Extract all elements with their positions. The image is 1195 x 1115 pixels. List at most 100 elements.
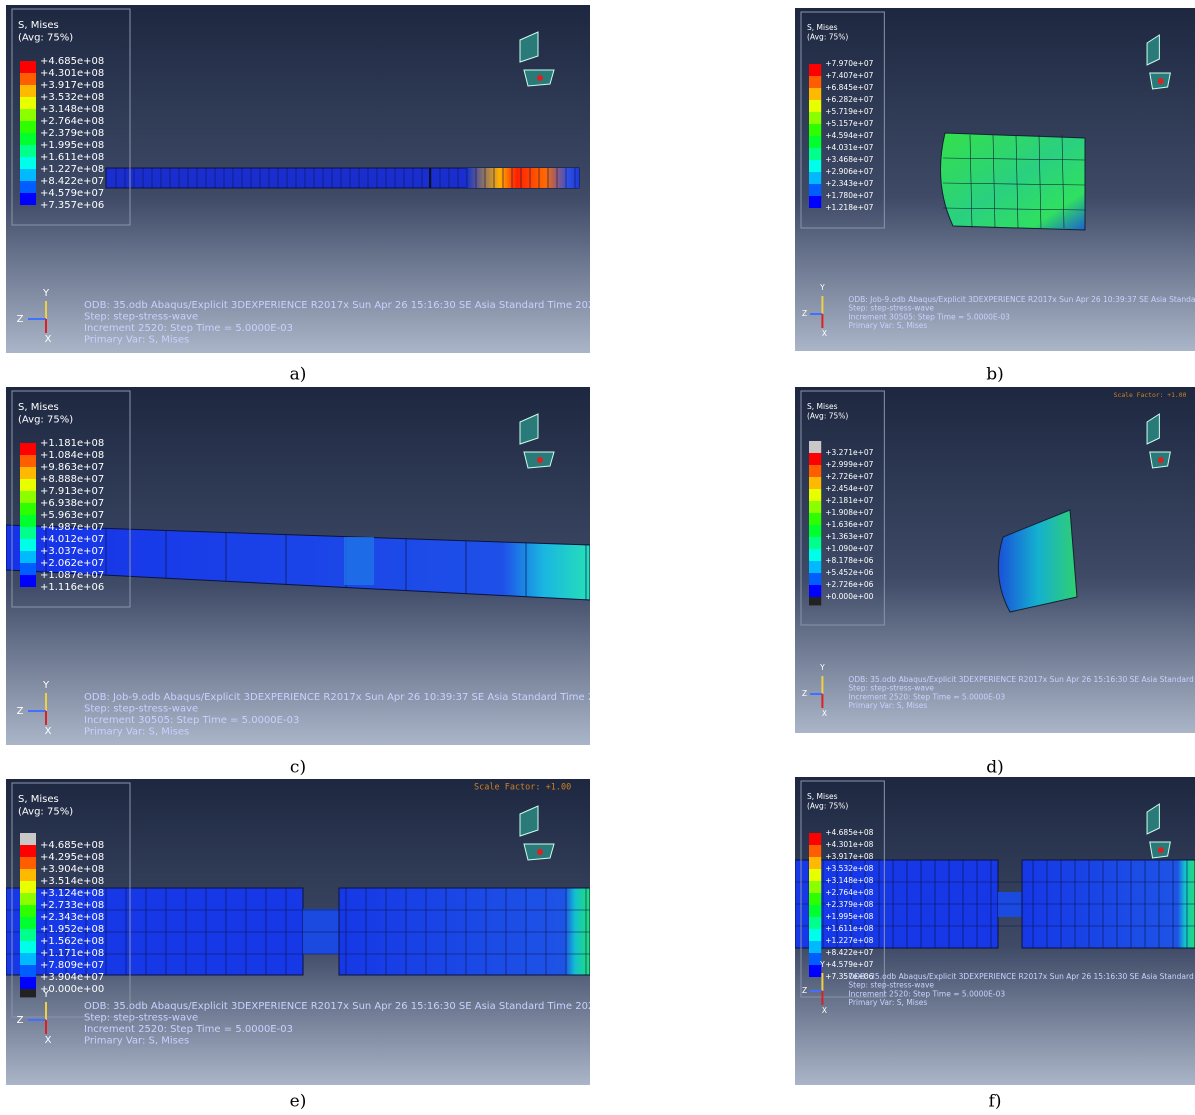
legend-value: +8.178e+06 [825,556,873,565]
legend-swatch [809,537,821,549]
legend-value: +2.999e+07 [825,460,873,469]
legend-title: S, Mises [807,23,838,32]
legend-swatch [809,573,821,585]
triad-x-label: X [822,329,827,338]
legend-avg: (Avg: 75%) [18,415,73,426]
legend-value: +2.181e+07 [825,496,873,505]
legend-value: +1.611e+08 [825,924,873,933]
legend-swatch [20,941,36,953]
legend-swatch [809,489,821,501]
legend-value: +1.181e+08 [40,438,104,449]
legend-value: +4.685e+08 [40,56,104,67]
info-line: Step: step-stress-wave [84,1013,198,1024]
info-line: Primary Var: S, Mises [848,998,927,1007]
legend-value: +0.000e+00 [40,984,104,995]
triad-z-label: Z [802,986,807,995]
legend-value: +1.952e+08 [40,924,104,935]
legend-swatch [809,501,821,513]
legend-value: +8.422e+07 [40,176,104,187]
panel-label: f) [989,1092,1002,1112]
triad-y-label: Y [42,680,50,691]
legend-swatch [20,61,36,73]
orientation-point [1158,78,1164,84]
legend-value: +7.357e+06 [40,200,104,211]
viewport-panel: S, Mises(Avg: 75%)+1.181e+08+1.084e+08+9… [6,387,613,745]
legend-value: +3.532e+08 [40,92,104,103]
viewport-panel: S, Mises(Avg: 75%)+4.685e+08+4.301e+08+3… [6,5,601,353]
legend-value: +5.157e+07 [825,119,873,128]
legend-swatch [20,145,36,157]
info-line: ODB: 35.odb Abaqus/Explicit 3DEXPERIENCE… [84,300,601,311]
legend-swatch [20,479,36,491]
legend-value: +1.171e+08 [40,948,104,959]
legend-avg: (Avg: 75%) [807,32,848,41]
legend-value: +2.726e+07 [825,472,873,481]
triad-y-label: Y [819,960,825,969]
legend-avg: (Avg: 75%) [18,33,73,44]
legend-value: +2.343e+08 [40,912,104,923]
orientation-point [1158,457,1164,463]
legend-avg: (Avg: 75%) [807,411,848,420]
legend-swatch [809,893,821,905]
info-line: Increment 2520: Step Time = 5.0000E-03 [84,1024,293,1035]
legend-value: +3.917e+08 [40,80,104,91]
legend-swatch [20,551,36,563]
legend-swatch [20,905,36,917]
legend-value: +2.454e+07 [825,484,873,493]
legend-value: +8.422e+07 [825,948,873,957]
panel-label: a) [290,365,307,385]
legend-swatch [809,196,821,208]
info-line: Primary Var: S, Mises [848,321,927,330]
legend-swatch [809,100,821,112]
legend-swatch [20,893,36,905]
legend-swatch [809,64,821,76]
triad-y-label: Y [42,989,50,1000]
legend-swatch [809,561,821,573]
legend-value: +2.062e+07 [40,558,104,569]
panel-label: d) [986,758,1004,778]
legend-value: +3.148e+08 [825,876,873,885]
legend-value: +2.906e+07 [825,167,873,176]
viewport-panel: S, Mises(Avg: 75%)+3.271e+07+2.999e+07+2… [795,387,1195,733]
triad-x-label: X [822,709,827,718]
legend-swatch [20,443,36,455]
triad-z-label: Z [802,689,807,698]
viewport-panel: S, Mises(Avg: 75%)+4.685e+08+4.295e+08+3… [6,779,601,1085]
legend-swatch [20,157,36,169]
legend-swatch [20,455,36,467]
legend-value: +4.012e+07 [40,534,104,545]
legend-value: +4.301e+08 [40,68,104,79]
panel-label: b) [986,365,1004,385]
legend-swatch [809,929,821,941]
info-line: ODB: 35.odb Abaqus/Explicit 3DEXPERIENCE… [84,1001,601,1012]
model-neck [998,892,1022,917]
model-neck [303,909,344,954]
legend-swatch [20,881,36,893]
legend-swatch [809,869,821,881]
legend-swatch [809,585,821,597]
legend-value: +7.970e+07 [825,59,873,68]
legend-swatch [20,97,36,109]
legend-value: +4.031e+07 [825,143,873,152]
legend-swatch [20,133,36,145]
legend-swatch [20,989,36,997]
legend-value: +1.611e+08 [40,152,104,163]
legend-title: S, Mises [18,20,59,31]
legend-value: +0.000e+00 [825,592,873,601]
legend-value: +7.407e+07 [825,71,873,80]
legend-swatch [20,965,36,977]
triad-x-label: X [45,726,52,737]
legend-swatch [20,977,36,989]
legend-swatch [20,515,36,527]
figure: S, Mises(Avg: 75%)+4.685e+08+4.301e+08+3… [0,0,1195,1115]
legend-swatch [20,109,36,121]
legend-swatch [809,905,821,917]
legend-swatch [20,503,36,515]
legend-value: +4.685e+08 [40,840,104,851]
legend-swatch [20,869,36,881]
legend-value: +4.987e+07 [40,522,104,533]
legend-avg: (Avg: 75%) [18,807,73,818]
legend-swatch [809,441,821,453]
info-line: Primary Var: S, Mises [84,727,189,738]
legend-swatch [20,73,36,85]
